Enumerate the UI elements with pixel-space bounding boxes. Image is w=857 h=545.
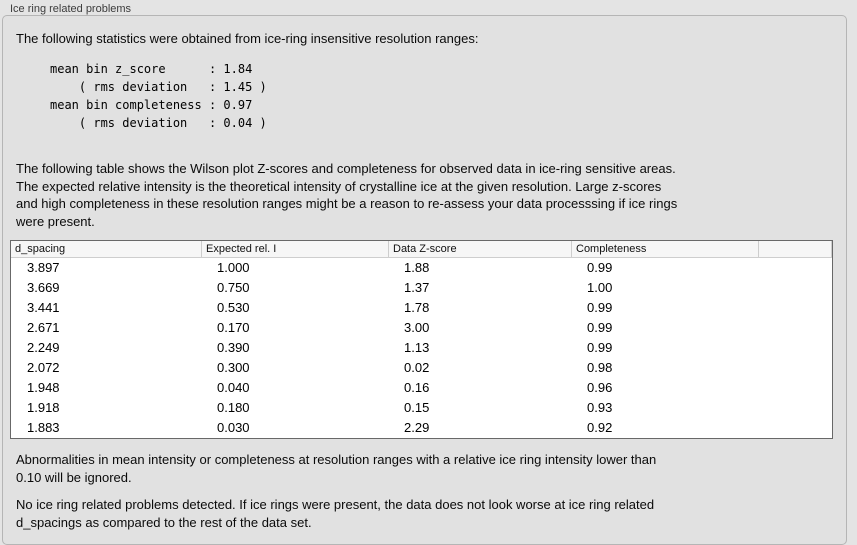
table-cell: 2.072 xyxy=(27,360,60,375)
table-cell xyxy=(758,318,832,338)
table-row[interactable]: 2.249 0.390 1.13 0.99 xyxy=(11,338,832,358)
table-row[interactable]: 3.441 0.530 1.78 0.99 xyxy=(11,298,832,318)
column-header-4[interactable] xyxy=(758,241,832,257)
table-cell: 1.948 xyxy=(27,380,60,395)
table-cell: 0.02 xyxy=(404,360,430,375)
table-cell: 2.671 xyxy=(27,320,60,335)
table-cell: 1.918 xyxy=(27,400,60,415)
conclusion-note: No ice ring related problems detected. I… xyxy=(16,497,655,530)
column-header-1[interactable]: Expected rel. I xyxy=(201,241,388,257)
table-cell: 0.99 xyxy=(587,320,613,335)
table-cell xyxy=(758,338,832,358)
column-header-3[interactable]: Completeness xyxy=(571,241,758,257)
table-cell: 1.000 xyxy=(217,260,250,275)
table-cell: 0.180 xyxy=(217,400,250,415)
table-cell: 0.530 xyxy=(217,300,250,315)
table-header-row: d_spacing Expected rel. I Data Z-score Comp… xyxy=(11,241,832,258)
table-cell: 0.16 xyxy=(404,380,430,395)
table-cell: 1.13 xyxy=(404,340,430,355)
table-cell: 0.390 xyxy=(217,340,250,355)
ignore-note: Abnormalities in mean intensity or compl… xyxy=(16,452,657,485)
table-row[interactable]: 3.669 0.750 1.37 1.00 xyxy=(11,278,832,298)
table-body: 3.897 1.000 1.88 0.99 3.669 0.750 1.37 1.00 3.44… xyxy=(11,258,832,438)
table-cell: 3.00 xyxy=(404,320,430,335)
ice-ring-panel: The following statistics were obtained f… xyxy=(2,15,847,545)
table-cell: 0.99 xyxy=(587,340,613,355)
table-row[interactable]: 2.671 0.170 3.00 0.99 xyxy=(11,318,832,338)
table-row[interactable]: 2.072 0.300 0.02 0.98 xyxy=(11,358,832,378)
table-cell: 3.441 xyxy=(27,300,60,315)
table-cell: 0.93 xyxy=(587,400,613,415)
table-cell: 2.29 xyxy=(404,420,430,435)
table-cell: 3.897 xyxy=(27,260,60,275)
table-cell: 0.98 xyxy=(587,360,613,375)
table-cell: 1.00 xyxy=(587,280,613,295)
table-cell xyxy=(758,418,832,438)
table-row[interactable]: 1.883 0.030 2.29 0.92 xyxy=(11,418,832,438)
table-row[interactable]: 1.948 0.040 0.16 0.96 xyxy=(11,378,832,398)
table-cell xyxy=(758,398,832,418)
table-cell: 2.249 xyxy=(27,340,60,355)
table-cell xyxy=(758,298,832,318)
column-header-2[interactable]: Data Z-score xyxy=(388,241,571,257)
table-cell: 0.170 xyxy=(217,320,250,335)
table-cell xyxy=(758,278,832,298)
table-cell: 0.99 xyxy=(587,260,613,275)
table-cell: 0.030 xyxy=(217,420,250,435)
table-cell: 0.040 xyxy=(217,380,250,395)
table-cell: 0.96 xyxy=(587,380,613,395)
table-cell: 1.78 xyxy=(404,300,430,315)
table-cell: 0.15 xyxy=(404,400,430,415)
table-description: The following table shows the Wilson plo… xyxy=(16,161,678,229)
table-cell: 0.92 xyxy=(587,420,613,435)
table-row[interactable]: 3.897 1.000 1.88 0.99 xyxy=(11,258,832,278)
panel-title: Ice ring related problems xyxy=(10,3,132,15)
table-row[interactable]: 1.918 0.180 0.15 0.93 xyxy=(11,398,832,418)
table-cell: 1.37 xyxy=(404,280,430,295)
stats-block: mean bin z_score : 1.84 ( rms deviation … xyxy=(50,62,267,130)
table-cell: 0.750 xyxy=(217,280,250,295)
ice-ring-table: d_spacing Expected rel. I Data Z-score Comp… xyxy=(10,240,833,439)
table-cell: 3.669 xyxy=(27,280,60,295)
table-cell: 1.88 xyxy=(404,260,430,275)
table-cell xyxy=(758,258,832,278)
intro-text: The following statistics were obtained f… xyxy=(16,31,479,46)
table-cell xyxy=(758,358,832,378)
table-cell: 1.883 xyxy=(27,420,60,435)
table-cell xyxy=(758,378,832,398)
table-cell: 0.300 xyxy=(217,360,250,375)
table-cell: 0.99 xyxy=(587,300,613,315)
column-header-0[interactable]: d_spacing xyxy=(15,243,66,255)
